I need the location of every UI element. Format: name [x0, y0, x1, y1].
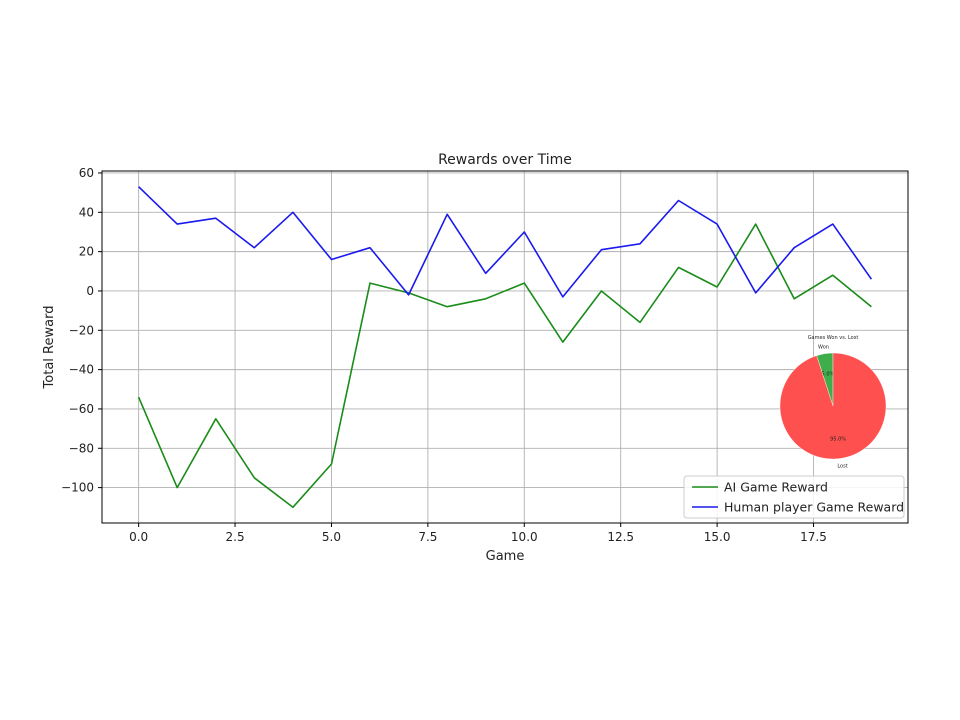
pie-label-lost: Lost [837, 464, 847, 470]
x-tick-label: 17.5 [800, 530, 827, 544]
axis-ticks: 0.0 2.5 5.0 7.5 10.0 12.5 15.0 17.5 60 40 20 0 −20 −4… [61, 166, 827, 544]
legend: AI Game Reward Human player Game Reward [683, 475, 905, 519]
y-tick-label: −20 [69, 323, 94, 337]
legend-label-ai: AI Game Reward [724, 480, 828, 495]
x-tick-label: 0.0 [129, 530, 148, 544]
x-tick-label: 15.0 [704, 530, 731, 544]
legend-box [683, 475, 905, 519]
pie-slices: 5.0% Won 95.0% Lost [779, 344, 887, 470]
ai-reward-line [137, 223, 872, 509]
x-tick-label: 10.0 [511, 530, 538, 544]
y-tick-label: 60 [79, 166, 94, 180]
pie-pct-won: 5.0% [822, 372, 835, 378]
x-tick-label: 7.5 [418, 530, 437, 544]
y-tick-label: −40 [69, 363, 94, 377]
x-tick-label: 5.0 [322, 530, 341, 544]
human-reward-line [138, 186, 873, 298]
y-tick-label: −80 [69, 441, 94, 455]
grid-lines [102, 171, 908, 523]
pie-title: Games Won vs. Lost [808, 335, 859, 341]
x-tick-label: 12.5 [607, 530, 634, 544]
y-axis-label: Total Reward [42, 306, 57, 390]
y-tick-label: −60 [69, 402, 94, 416]
x-tick-label: 2.5 [226, 530, 245, 544]
pie-pct-lost: 95.0% [830, 437, 846, 443]
y-tick-label: 20 [79, 245, 94, 259]
chart-title: Rewards over Time [438, 152, 572, 168]
pie-slice-lost [779, 352, 887, 460]
legend-label-human: Human player Game Reward [724, 500, 904, 515]
pie-label-won: Won [818, 344, 829, 350]
pie-inset: Games Won vs. Lost 5.0% Won 95.0% Lost [779, 335, 887, 470]
series-lines [137, 186, 873, 509]
y-tick-label: 0 [86, 284, 94, 298]
y-tick-label: 40 [79, 205, 94, 219]
plot-frame [101, 170, 909, 524]
y-tick-label: −100 [61, 481, 94, 495]
x-axis-label: Game [486, 549, 525, 564]
